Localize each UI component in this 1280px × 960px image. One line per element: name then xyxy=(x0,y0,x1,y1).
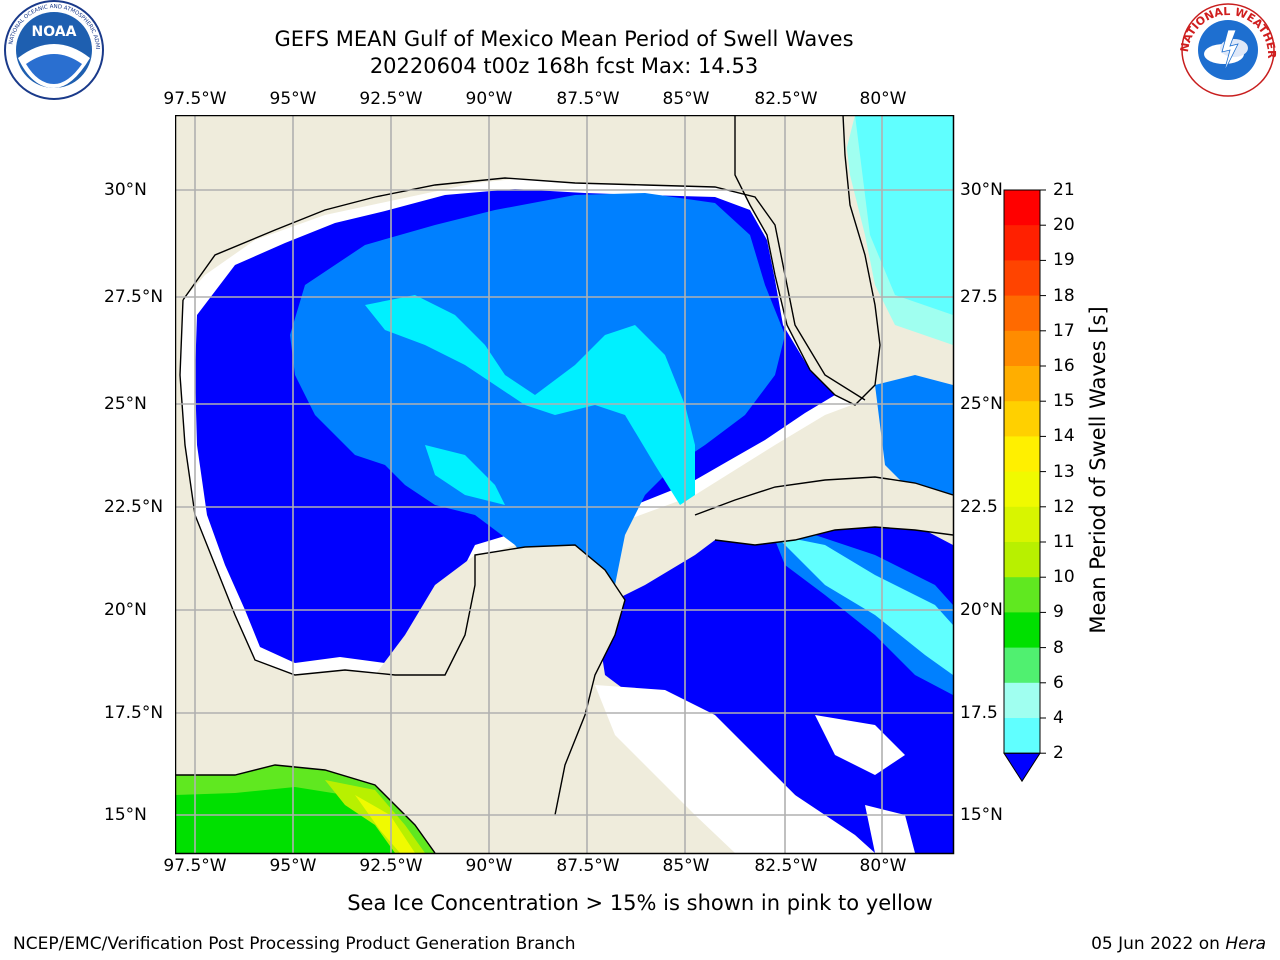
footer-system: Hera xyxy=(1225,934,1266,954)
lon-tick-bottom: 85°W xyxy=(662,856,710,876)
lon-tick-top: 95°W xyxy=(269,89,317,109)
lat-tick-left: 22.5°N xyxy=(104,497,164,517)
colorbar-segment xyxy=(1004,330,1040,367)
lon-tick-bottom: 90°W xyxy=(465,856,513,876)
lat-tick-right: 17.5 xyxy=(960,703,998,723)
lat-tick-left: 15°N xyxy=(104,805,147,825)
lat-tick-right: 25°N xyxy=(960,394,1003,414)
colorbar-tick-label: 14 xyxy=(1053,426,1075,447)
colorbar-tick-label: 2 xyxy=(1053,743,1064,764)
footer-credit: NCEP/EMC/Verification Post Processing Pr… xyxy=(13,934,576,954)
lat-tick-left: 20°N xyxy=(104,600,147,620)
colorbar-segment xyxy=(1004,577,1040,613)
colorbar-tick-label: 15 xyxy=(1053,391,1075,412)
colorbar-segment xyxy=(1004,225,1040,261)
gulf-map xyxy=(175,115,955,855)
lon-tick-bottom: 80°W xyxy=(859,856,907,876)
swell-4-6s xyxy=(365,295,695,505)
colorbar-segment xyxy=(1004,612,1040,649)
map-title: GEFS MEAN Gulf of Mexico Mean Period of … xyxy=(274,27,854,51)
lon-tick-bottom: 82.5°W xyxy=(754,856,818,876)
colorbar-segment xyxy=(1004,542,1040,578)
lon-tick-top: 97.5°W xyxy=(163,89,227,109)
map-subtitle: 20220604 t00z 168h fcst Max: 14.53 xyxy=(369,54,759,78)
lon-tick-bottom: 87.5°W xyxy=(556,856,620,876)
svg-text:NOAA: NOAA xyxy=(32,24,77,40)
colorbar-tick-label: 18 xyxy=(1053,285,1075,306)
colorbar-segment xyxy=(1004,718,1040,754)
sea-ice-note: Sea Ice Concentration > 15% is shown in … xyxy=(347,891,933,915)
colorbar-tick-label: 12 xyxy=(1053,496,1075,517)
lon-tick-bottom: 97.5°W xyxy=(163,856,227,876)
colorbar-label: Mean Period of Swell Waves [s] xyxy=(1086,306,1110,634)
colorbar-segment xyxy=(1004,190,1040,226)
colorbar-extend-arrow xyxy=(1003,752,1041,783)
lon-tick-top: 85°W xyxy=(662,89,710,109)
colorbar-tick-label: 4 xyxy=(1053,708,1064,728)
noaa-logo: NOAA NATIONAL OCEANIC AND ATMOSPHERIC AD… xyxy=(2,0,104,100)
colorbar-tick-label: 19 xyxy=(1053,250,1075,271)
lat-tick-right: 22.5 xyxy=(960,497,998,517)
colorbar-tick-label: 9 xyxy=(1053,602,1064,623)
colorbar-tick-label: 8 xyxy=(1053,637,1064,658)
lat-tick-left: 25°N xyxy=(104,394,147,414)
lon-tick-bottom: 95°W xyxy=(269,856,317,876)
lat-tick-right: 27.5 xyxy=(960,287,998,307)
lon-tick-top: 82.5°W xyxy=(754,89,818,109)
lat-tick-left: 27.5°N xyxy=(104,287,164,307)
colorbar-segment xyxy=(1004,506,1040,543)
colorbar-segment xyxy=(1004,401,1040,437)
nws-logo: NATIONAL WEATHER SERVICE xyxy=(1178,0,1278,97)
florida-land xyxy=(735,115,880,405)
footer-date: 05 Jun 2022 on Hera xyxy=(1091,934,1266,954)
colorbar-tick-label: 10 xyxy=(1053,567,1075,588)
colorbar-segment xyxy=(1004,647,1040,684)
lon-tick-top: 80°W xyxy=(859,89,907,109)
colorbar-segment xyxy=(1004,295,1040,332)
lat-tick-left: 17.5°N xyxy=(104,703,164,723)
lon-tick-top: 92.5°W xyxy=(359,89,423,109)
lat-tick-right: 20°N xyxy=(960,600,1003,620)
colorbar-tick-label: 11 xyxy=(1053,532,1075,552)
colorbar-tick-label: 16 xyxy=(1053,356,1075,376)
colorbar-segment xyxy=(1004,471,1040,508)
lon-tick-bottom: 92.5°W xyxy=(359,856,423,876)
colorbar-segment xyxy=(1004,436,1040,473)
lon-tick-top: 90°W xyxy=(465,89,513,109)
colorbar-tick-label: 13 xyxy=(1053,461,1075,482)
lon-tick-top: 87.5°W xyxy=(556,89,620,109)
colorbar xyxy=(1003,189,1046,783)
lat-tick-right: 30°N xyxy=(960,180,1003,200)
colorbar-segment xyxy=(1004,682,1040,719)
colorbar-segment xyxy=(1004,260,1040,297)
lat-tick-right: 15°N xyxy=(960,805,1003,825)
colorbar-tick-label: 6 xyxy=(1053,672,1064,693)
colorbar-segment xyxy=(1004,366,1040,402)
colorbar-tick-label: 21 xyxy=(1053,180,1075,200)
footer-date-text: 05 Jun 2022 on xyxy=(1091,934,1220,954)
colorbar-tick-label: 17 xyxy=(1053,320,1075,341)
colorbar-tick-label: 20 xyxy=(1053,215,1075,236)
lat-tick-left: 30°N xyxy=(104,180,147,200)
